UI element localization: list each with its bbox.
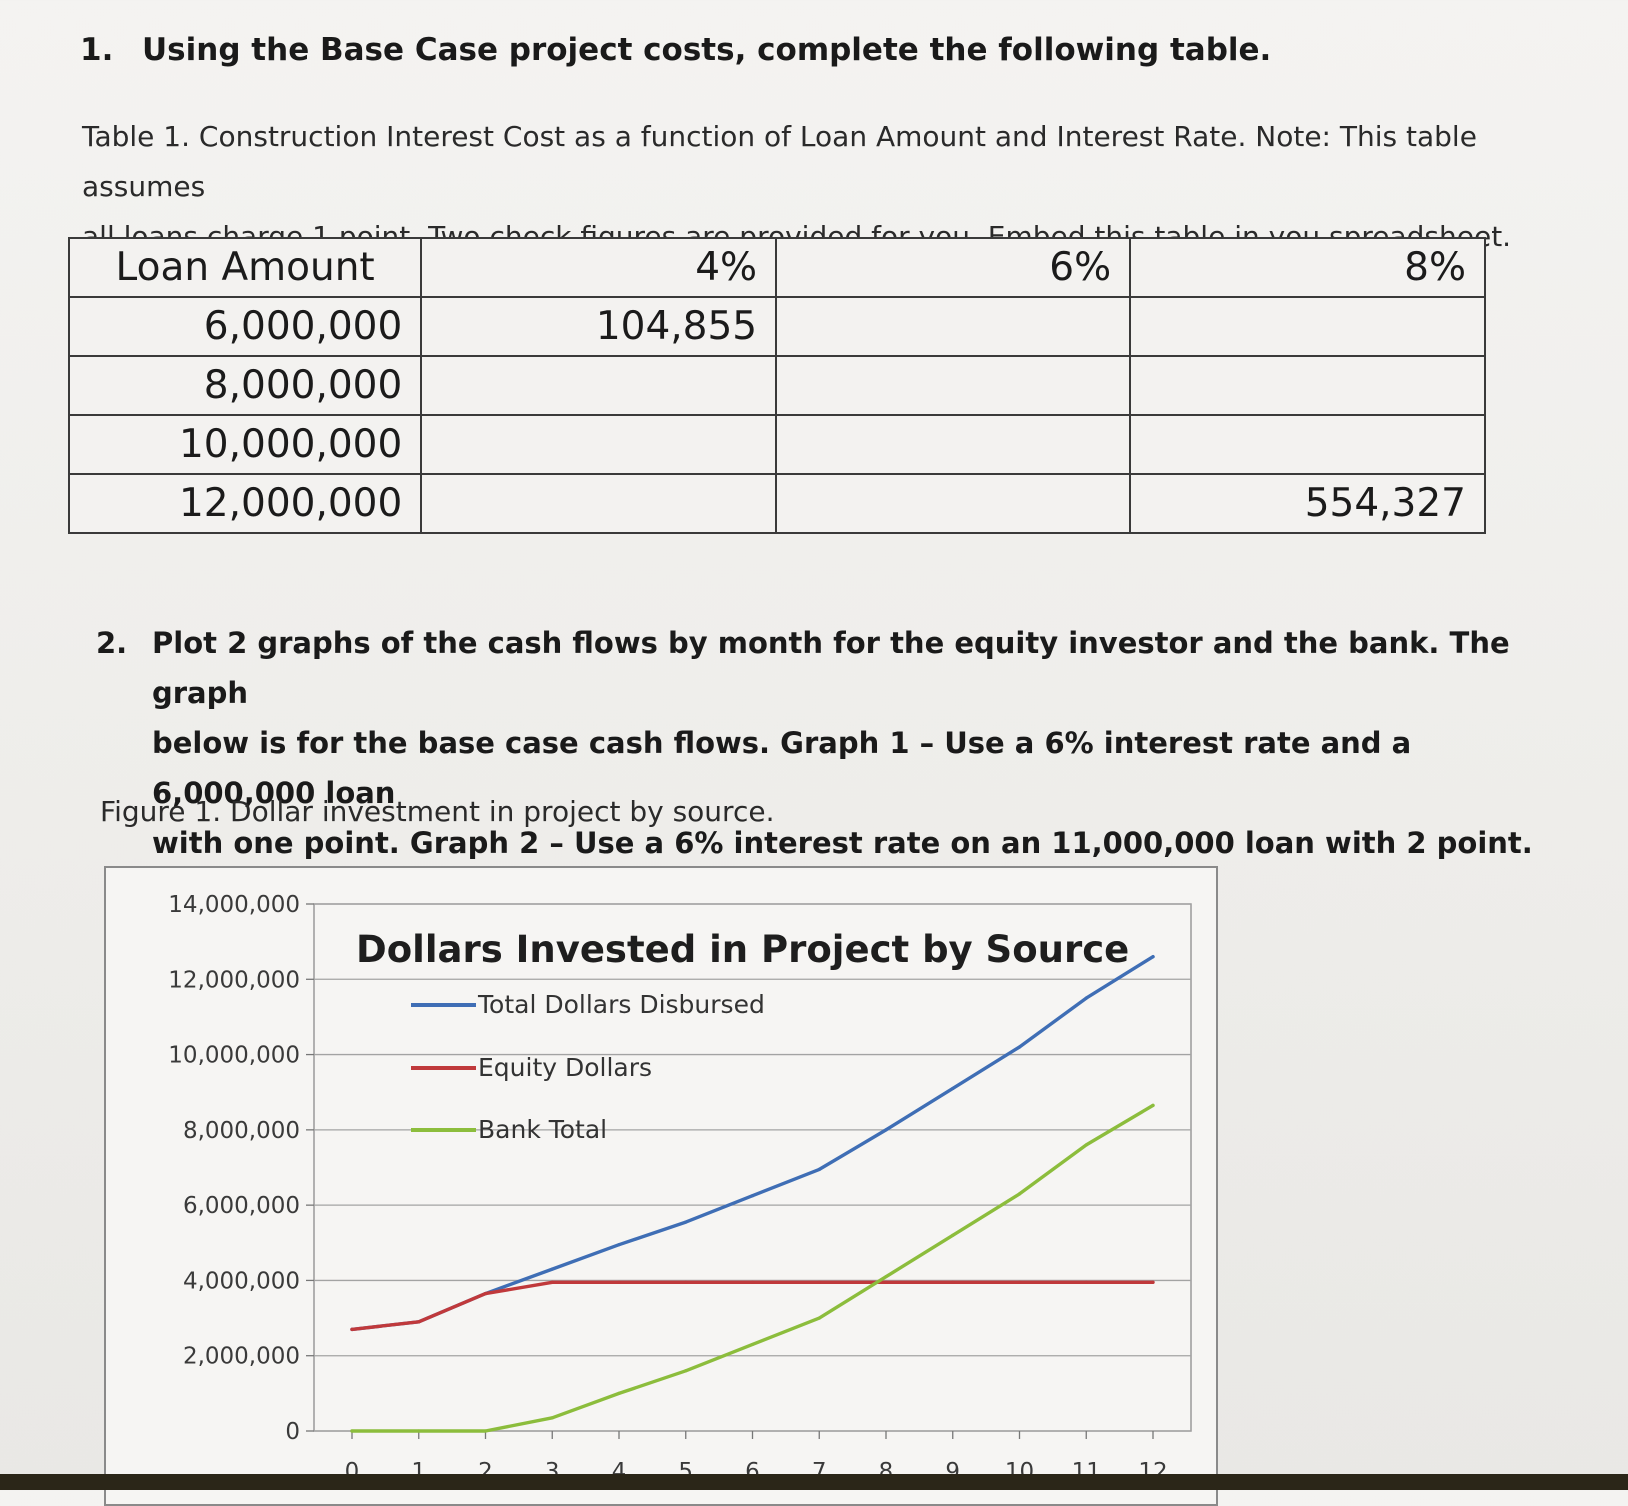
data-point	[884, 1128, 888, 1132]
question-1-heading: 1. Using the Base Case project costs, com…	[80, 32, 1271, 68]
data-point	[550, 1416, 554, 1420]
plot-area	[313, 903, 1192, 1432]
header-rate-8: 8%	[1129, 237, 1486, 298]
data-point	[750, 1342, 755, 1347]
interest-cell	[1129, 355, 1486, 416]
loan-amount-cell: 8,000,000	[67, 355, 423, 416]
data-point	[550, 1280, 554, 1284]
data-point	[550, 1267, 554, 1271]
interest-cell	[1129, 414, 1486, 475]
loan-amount-cell: 10,000,000	[67, 414, 423, 475]
data-point	[417, 1429, 421, 1433]
question-2-line-3: with one point. Graph 2 – Use a 6% inter…	[152, 826, 1533, 860]
y-tick-label: 2,000,000	[183, 1344, 300, 1370]
question-1-title: Using the Base Case project costs, compl…	[142, 32, 1272, 68]
legend-label: Bank Total	[478, 1115, 607, 1144]
table-row: 6,000,000 104,855	[67, 296, 1486, 357]
data-point	[817, 1316, 821, 1320]
table-header-row: Loan Amount 4% 6% 8%	[67, 237, 1486, 298]
data-point	[951, 1233, 955, 1237]
y-tick-label: 12,000,000	[168, 967, 300, 993]
table-row: 12,000,000 554,327	[67, 473, 1486, 534]
data-point	[483, 1429, 488, 1433]
legend-label: Total Dollars Disbursed	[477, 990, 765, 1019]
data-point	[884, 1280, 888, 1284]
data-point	[1084, 996, 1088, 1000]
question-2-number: 2.	[96, 626, 128, 660]
data-point	[483, 1292, 488, 1296]
data-point	[1151, 1103, 1155, 1107]
data-point	[1151, 955, 1155, 959]
data-point	[1017, 1280, 1022, 1284]
question-1-number: 1.	[80, 32, 114, 68]
data-point	[684, 1280, 688, 1284]
interest-cell: 554,327	[1129, 473, 1486, 534]
interest-cell	[420, 414, 778, 475]
data-point	[884, 1275, 888, 1279]
interest-cell: 104,855	[420, 296, 778, 357]
table-row: 10,000,000	[67, 414, 1486, 475]
series-line-2	[350, 1280, 1155, 1332]
interest-cell	[775, 414, 1132, 475]
data-point	[951, 1086, 955, 1091]
question-2-block: 2. Plot 2 graphs of the cash flows by mo…	[96, 618, 1556, 868]
data-point	[1017, 1045, 1022, 1049]
data-point	[617, 1391, 621, 1395]
y-tick-label: 10,000,000	[168, 1043, 300, 1069]
data-point	[350, 1429, 354, 1433]
interest-cell	[420, 355, 778, 416]
loan-amount-cell: 6,000,000	[67, 296, 423, 357]
header-loan-amount: Loan Amount	[67, 237, 423, 298]
data-point	[617, 1243, 621, 1247]
data-point	[1084, 1143, 1088, 1147]
data-point	[817, 1280, 821, 1284]
dollars-invested-chart: 0 2,000,000 4,000,000 6,000,000 8,000,000 10,…	[168, 892, 1192, 1485]
y-tick-label: 8,000,000	[183, 1118, 300, 1144]
header-rate-4: 4%	[420, 237, 778, 298]
figure-1-caption: Figure 1. Dollar investment in project b…	[100, 795, 775, 828]
table-1-caption-line-1: Table 1. Construction Interest Cost as a…	[82, 120, 1477, 203]
interest-cell	[775, 296, 1132, 357]
data-point	[350, 1327, 354, 1331]
data-point	[1017, 1192, 1022, 1196]
header-rate-6: 6%	[775, 237, 1132, 298]
data-point	[817, 1167, 821, 1171]
legend-label: Equity Dollars	[478, 1053, 652, 1082]
interest-cell	[1129, 296, 1486, 357]
table-row: 8,000,000	[67, 355, 1486, 416]
data-point	[617, 1280, 621, 1284]
data-point	[1151, 1280, 1155, 1284]
question-2-line-1: Plot 2 graphs of the cash flows by month…	[152, 626, 1510, 710]
data-point	[750, 1280, 755, 1284]
construction-interest-table: Loan Amount 4% 6% 8% 6,000,000 104,855 8…	[67, 237, 1486, 534]
data-point	[1084, 1280, 1088, 1284]
series-line-3	[350, 1103, 1155, 1433]
question-2-line-2: below is for the base case cash flows. G…	[152, 726, 1412, 810]
data-point	[684, 1220, 688, 1224]
y-tick-label: 14,000,000	[168, 892, 300, 918]
data-point	[684, 1369, 688, 1373]
interest-cell	[775, 473, 1132, 534]
data-point	[951, 1280, 955, 1284]
chart-frame: 0 2,000,000 4,000,000 6,000,000 8,000,000 10,…	[104, 866, 1218, 1506]
chart-title: Dollars Invested in Project by Source	[356, 928, 1129, 971]
y-tick-label: 6,000,000	[183, 1193, 300, 1219]
y-tick-label: 0	[285, 1419, 300, 1445]
y-tick-label: 4,000,000	[183, 1268, 300, 1294]
data-point	[750, 1194, 755, 1198]
desk-edge	[0, 1474, 1628, 1490]
interest-cell	[775, 355, 1132, 416]
data-point	[417, 1320, 421, 1324]
loan-amount-cell: 12,000,000	[67, 473, 423, 534]
interest-cell	[420, 473, 778, 534]
